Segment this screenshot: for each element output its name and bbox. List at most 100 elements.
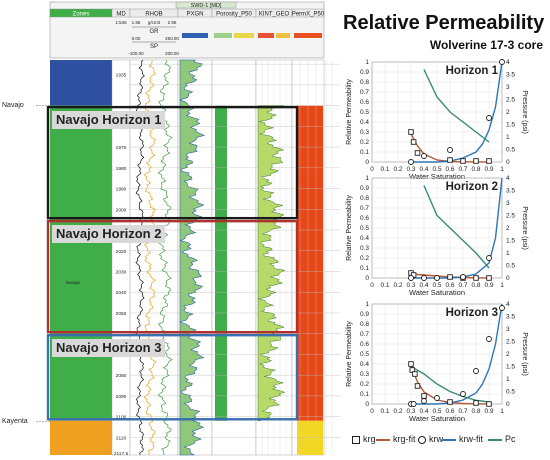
depth-tick-2030: 2030 [116, 269, 127, 275]
x-axis-title: Water Saturation [409, 172, 465, 181]
rhob-max-label: 2.95 [168, 20, 177, 25]
y2-tick-label: 1 [506, 250, 510, 257]
x-tick-label: 0.7 [458, 408, 467, 415]
chart-panel-1: 00.10.20.30.40.50.60.70.80.910 0.1 0.2 0.3 0… [346, 59, 528, 181]
y2-tick-label: 2 [506, 225, 510, 232]
krw-point [410, 401, 417, 407]
y2-tick-label: 0 [506, 401, 510, 408]
col-header-label-rhob: RHOB [145, 12, 162, 18]
krw-point [421, 275, 427, 281]
header-colorbar-4 [276, 33, 290, 38]
well-log-graphic: SWD-1 [MD] Zones MD RHOB PXGN Porosity_P50 KIN… [36, 1, 340, 457]
legend-item-Pc: Pc [488, 432, 516, 446]
x-tick-label: 1 [500, 408, 504, 415]
header-colorbar-1 [214, 33, 232, 38]
depth-tick-1980: 1980 [116, 166, 127, 172]
y2-tick-label: 2 [506, 109, 510, 116]
col-header-label-zones: Zones [73, 12, 90, 18]
y2-tick-label: 1 [506, 134, 510, 141]
x-tick-label: 0 [370, 282, 374, 289]
y-tick-label: 0.7 [360, 205, 369, 212]
col-header-label-pxgn: PXGN [186, 12, 203, 18]
depth-tick-1935: 1935 [116, 73, 127, 79]
x-axis-title: Water Saturation [409, 288, 465, 297]
x-tick-label: 0.8 [471, 282, 480, 289]
legend-marker-Pc [488, 438, 502, 441]
y2-tick-label: 2 [506, 351, 510, 358]
well-name-label: SWD-1 [MD] [191, 3, 222, 9]
horizon-box-3 [46, 334, 299, 421]
krw-point [421, 153, 427, 159]
md-scale-label: 1:546 [115, 20, 127, 25]
krw-point [499, 305, 505, 311]
y2-tick-label: 1 [506, 376, 510, 383]
y-tick-label: 1 [365, 301, 369, 308]
legend-marker-krg-fit [376, 438, 390, 441]
krg-point [410, 139, 417, 145]
depth-tick-1970: 1970 [116, 145, 127, 151]
sp-max-label: 200.00 [165, 51, 179, 56]
edge-label-kayenta: Kayenta [2, 417, 28, 425]
y2-tick-label: 3 [506, 326, 510, 333]
krg-point [414, 383, 421, 389]
krw-point [473, 368, 479, 374]
relperm-charts: 00.10.20.30.40.50.60.70.80.910 0.1 0.2 0.3 0… [346, 59, 528, 423]
depth-tick-2117.5: 2117.5 [114, 451, 129, 457]
kint-fill [257, 105, 286, 422]
series-line-Pc [423, 69, 490, 143]
y-tick-label: 0.9 [360, 69, 369, 76]
y2-tick-label: 0.5 [506, 389, 515, 396]
krg-point [447, 399, 453, 405]
x-tick-label: 1 [500, 166, 504, 173]
depth-tick-2020: 2020 [116, 249, 127, 255]
krw-point [460, 391, 466, 397]
panel-title: Horizon 1 [446, 65, 499, 77]
krg-point [421, 393, 427, 399]
col-header-label-permx: PermX_P50 [292, 12, 325, 18]
porosity-fill [215, 105, 227, 421]
y-tick-label: 0 [365, 401, 369, 408]
legend-item-krw: krw [418, 432, 443, 446]
krw-point [460, 274, 466, 280]
depth-tick-2000: 2000 [116, 207, 127, 213]
krw-point [408, 159, 414, 165]
figure-subtitle: Wolverine 17-3 core [429, 38, 543, 52]
y-tick-label: 0 [365, 159, 369, 166]
x-tick-label: 0.4 [419, 166, 428, 173]
y-tick-label: 0.7 [360, 331, 369, 338]
y2-tick-label: 4 [506, 175, 510, 182]
x-axis-title: Water Saturation [409, 414, 465, 423]
legend-marker-krg [352, 435, 360, 444]
figure-title: Relative Permeability [343, 12, 545, 34]
y2-tick-label: 2.5 [506, 97, 515, 104]
y-tick-label: 0.2 [360, 255, 369, 262]
depth-tick-2080: 2080 [116, 373, 127, 379]
y2-tick-label: 3.5 [506, 72, 515, 79]
x-tick-label: 1 [500, 282, 504, 289]
depth-tick-2090: 2090 [116, 394, 127, 400]
y2-tick-label: 0.5 [506, 147, 515, 154]
y-axis-title: Relative Permeability [346, 195, 353, 261]
x-tick-label: 0 [370, 408, 374, 415]
y-tick-label: 0.1 [360, 265, 369, 272]
x-tick-label: 0.1 [380, 408, 389, 415]
y-tick-label: 0.5 [360, 225, 369, 232]
y-tick-label: 0 [365, 275, 369, 282]
sp-curve [157, 59, 173, 455]
zone-inner-label: Navajo [66, 280, 81, 285]
horizon-box-2 [46, 219, 299, 334]
y2-tick-label: 3.5 [506, 188, 515, 195]
col-header-label-porosity: Porosity_P50 [216, 12, 252, 18]
y2-tick-label: 2.5 [506, 339, 515, 346]
rhob-unit-label: g/cm3 [148, 20, 161, 25]
chart-legend: krg krg-fit krw krw-fit Pc [352, 432, 550, 446]
y-axis-title: Relative Permeability [346, 321, 353, 387]
legend-item-krg-fit: krg-fit [376, 432, 416, 446]
x-tick-label: 0.2 [393, 166, 402, 173]
horizon-label-1: Navajo Horizon 1 [52, 110, 166, 129]
y-tick-label: 0.4 [360, 361, 369, 368]
legend-item-krw-fit: krw-fit [442, 432, 483, 446]
krg-point [447, 157, 453, 163]
gr-max-label: 250.00 [165, 36, 179, 41]
krw-point [434, 275, 440, 281]
